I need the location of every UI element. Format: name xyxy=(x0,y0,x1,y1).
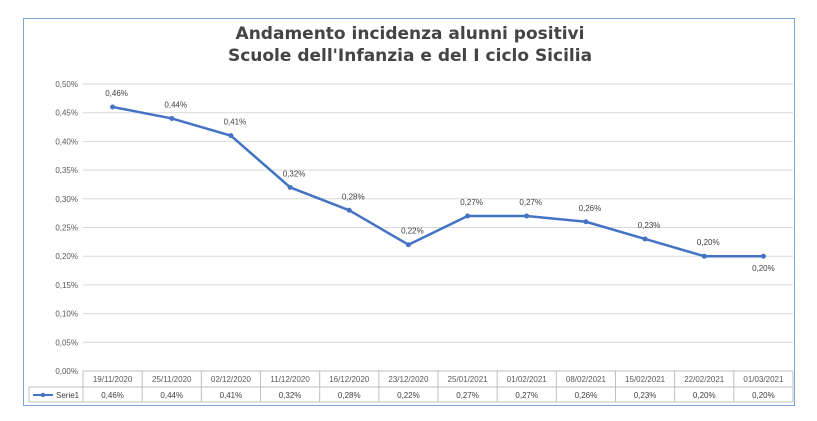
x-category-label: 08/02/2021 xyxy=(566,375,607,384)
data-point xyxy=(287,184,293,190)
x-category-label: 23/12/2020 xyxy=(388,375,429,384)
data-point xyxy=(760,253,766,259)
table-value-cell: 0,27% xyxy=(456,391,479,400)
data-point xyxy=(110,104,116,110)
data-label: 0,46% xyxy=(105,89,128,98)
data-point xyxy=(583,219,589,225)
chart-area: Andamento incidenza alunni positivi Scuo… xyxy=(23,18,795,406)
y-tick-label: 0,05% xyxy=(55,338,78,347)
data-point xyxy=(701,253,707,259)
y-tick-label: 0,00% xyxy=(55,367,78,376)
x-category-label: 16/12/2020 xyxy=(329,375,370,384)
data-point xyxy=(228,133,234,139)
data-label: 0,41% xyxy=(224,118,247,127)
y-tick-label: 0,10% xyxy=(55,310,78,319)
chart-title: Andamento incidenza alunni positivi Scuo… xyxy=(24,23,796,67)
data-label: 0,27% xyxy=(460,198,483,207)
data-point xyxy=(405,242,411,248)
x-category-label: 02/12/2020 xyxy=(211,375,252,384)
table-value-cell: 0,44% xyxy=(160,391,183,400)
table-value-cell: 0,41% xyxy=(220,391,243,400)
line-chart: 0,00% 0,05% 0,10% 0,15% 0,20% 0,25% 0,30% 0,35%… xyxy=(28,80,794,403)
x-category-label: 11/12/2020 xyxy=(270,375,310,384)
x-category-label: 01/02/2021 xyxy=(507,375,548,384)
data-label: 0,26% xyxy=(579,204,602,213)
x-category-label: 25/01/2021 xyxy=(448,375,489,384)
data-label: 0,20% xyxy=(697,238,720,247)
data-point xyxy=(524,213,530,219)
y-tick-label: 0,15% xyxy=(55,281,78,290)
y-tick-label: 0,40% xyxy=(55,137,78,146)
data-label: 0,27% xyxy=(519,198,542,207)
y-tick-label: 0,20% xyxy=(55,252,78,261)
table-value-cell: 0,22% xyxy=(397,391,420,400)
y-tick-label: 0,25% xyxy=(55,224,78,233)
table-value-cell: 0,27% xyxy=(515,391,538,400)
y-tick-label: 0,50% xyxy=(55,80,78,89)
table-value-cell: 0,28% xyxy=(338,391,361,400)
y-tick-label: 0,30% xyxy=(55,195,78,204)
x-category-label: 15/02/2021 xyxy=(625,375,666,384)
legend-key-marker xyxy=(40,392,46,398)
chart-title-line-2: Scuole dell'Infanzia e del I ciclo Sicil… xyxy=(227,46,593,66)
data-label: 0,22% xyxy=(401,227,424,236)
table-value-cell: 0,46% xyxy=(101,391,124,400)
x-category-label: 19/11/2020 xyxy=(93,375,133,384)
y-tick-label: 0,35% xyxy=(55,166,78,175)
data-label: 0,28% xyxy=(342,192,365,201)
x-category-label: 22/02/2021 xyxy=(684,375,725,384)
data-label: 0,32% xyxy=(283,169,306,178)
table-value-cell: 0,20% xyxy=(752,391,775,400)
table-value-cell: 0,32% xyxy=(279,391,302,400)
x-category-label: 25/11/2020 xyxy=(152,375,192,384)
data-label: 0,23% xyxy=(638,221,661,230)
data-point xyxy=(465,213,471,219)
y-tick-label: 0,45% xyxy=(55,109,78,118)
series-line xyxy=(112,105,764,258)
data-label: 0,20% xyxy=(752,264,775,273)
data-point xyxy=(169,115,175,121)
data-label: 0,44% xyxy=(164,100,187,109)
legend-series-name: Serie1 xyxy=(56,391,80,400)
chart-title-line-1: Andamento incidenza alunni positivi xyxy=(235,24,585,44)
table-value-cell: 0,20% xyxy=(693,391,716,400)
data-point xyxy=(642,236,648,242)
table-value-cell: 0,26% xyxy=(575,391,598,400)
x-category-label: 01/03/2021 xyxy=(743,375,784,384)
table-value-cell: 0,23% xyxy=(634,391,657,400)
data-point xyxy=(346,207,352,213)
